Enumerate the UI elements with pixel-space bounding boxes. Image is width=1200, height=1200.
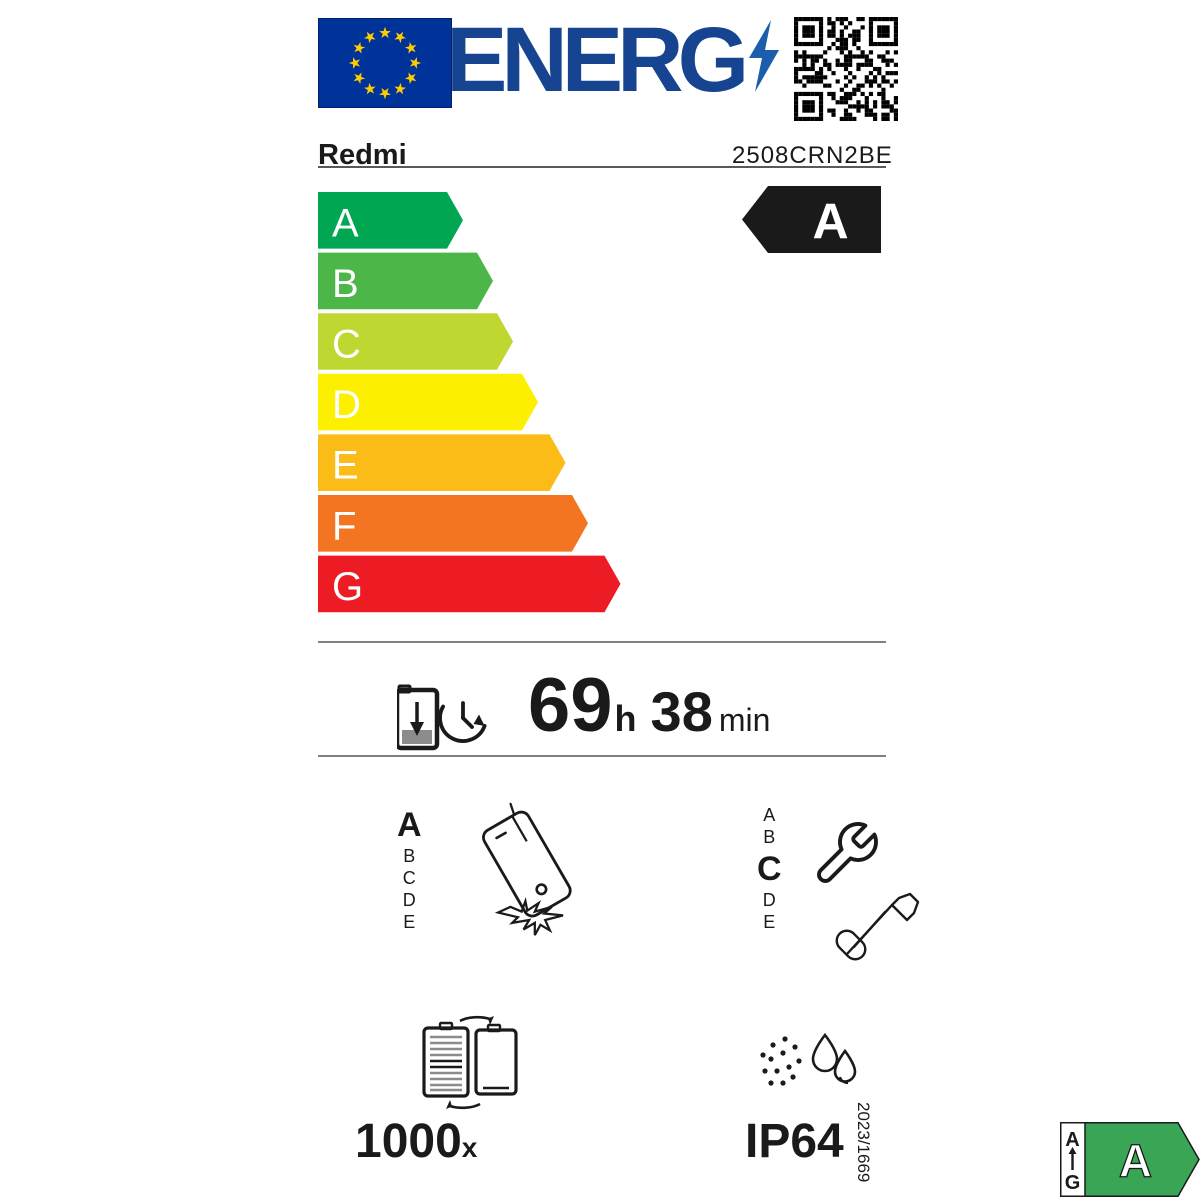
svg-text:G: G	[1065, 1172, 1081, 1194]
svg-text:A: A	[1119, 1135, 1152, 1187]
svg-text:F: F	[332, 504, 356, 548]
svg-text:C: C	[332, 323, 361, 367]
svg-text:D: D	[332, 383, 361, 427]
svg-text:A: A	[812, 194, 848, 250]
svg-text:G: G	[332, 565, 363, 609]
svg-text:E: E	[332, 444, 359, 488]
svg-text:A: A	[332, 201, 359, 245]
svg-text:B: B	[332, 262, 359, 306]
